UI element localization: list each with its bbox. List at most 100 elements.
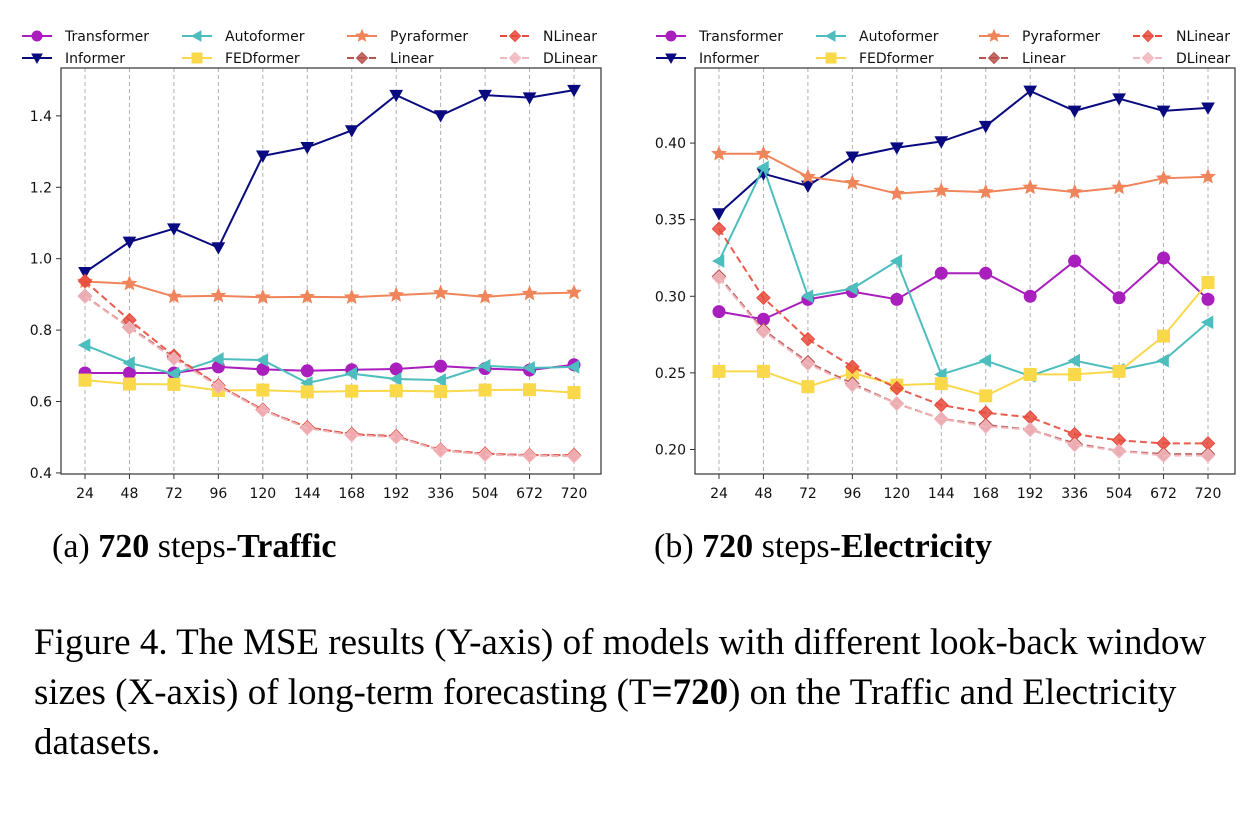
series-line-nlinear [718,228,1208,445]
data-point-informer [389,89,404,103]
data-point-pyraformer [888,185,905,201]
data-point-transformer [1157,251,1171,265]
legend-item-dlinear: DLinear [500,51,598,67]
data-point-pyraformer [1022,179,1039,195]
legend-marker [665,53,677,65]
data-point-autoformer [211,352,224,366]
data-point-transformer [1068,254,1082,268]
data-point-pyraformer [977,183,994,199]
legend-label: Informer [699,51,759,67]
data-point-informer [889,142,904,155]
data-point-nlinear [845,359,860,375]
x-tick-label: 168 [972,486,999,502]
data-point-pyraformer [343,288,360,304]
legend-item-linear: Linear [979,51,1066,67]
x-tick-label: 144 [294,486,321,502]
data-point-dlinear [388,429,404,445]
data-point-pyraformer [121,275,138,291]
data-point-informer [801,180,815,193]
data-point-informer [478,89,492,103]
series-informer [712,85,1215,221]
legend-label: FEDformer [225,51,300,67]
x-tick-label: 96 [209,486,227,502]
legend-item-linear: Linear [347,51,434,67]
series-line-fedformer [84,379,575,394]
y-tick-label: 0.6 [30,395,52,411]
series-autoformer [77,338,580,390]
series-fedformer [712,275,1215,403]
data-point-fedformer [979,389,993,403]
legend-marker [665,30,677,42]
data-point-informer [712,208,726,221]
data-point-nlinear [1156,436,1171,451]
data-point-transformer [979,266,993,280]
legend-marker [191,52,203,64]
data-point-nlinear [978,405,994,421]
legend-label: Pyraformer [390,29,468,45]
legend-item-fedformer: FEDformer [182,51,300,67]
data-point-autoformer [478,358,491,373]
data-point-fedformer [300,385,314,399]
x-tick-label: 96 [843,486,861,502]
data-point-fedformer [434,385,448,399]
data-point-autoformer [756,160,769,175]
series-line-fedformer [719,281,1209,397]
data-point-pyraformer [1155,170,1172,186]
data-point-dlinear [1022,422,1038,437]
legend-item-transformer: Transformer [22,29,149,45]
data-point-pyraformer [1066,183,1083,199]
legend-marker [355,28,369,42]
legend-marker [508,29,522,43]
data-point-informer [300,141,315,155]
data-point-nlinear [933,397,949,413]
legend-item-dlinear: DLinear [1133,51,1231,67]
legend-marker [508,51,522,65]
x-tick-label: 672 [1150,486,1177,502]
legend-marker [825,52,837,64]
data-point-dlinear [933,411,949,427]
subcaption-b-dataset: Electricity [840,528,993,565]
data-point-autoformer [845,281,858,296]
series-informer [78,84,581,280]
data-point-pyraformer [299,288,316,304]
data-point-transformer [890,292,904,306]
data-point-pyraformer [166,288,182,304]
data-point-informer [78,266,92,280]
data-point-informer [433,110,448,123]
data-point-informer [567,84,581,98]
data-point-transformer [1201,292,1215,306]
series-nlinear [711,221,1216,451]
data-point-dlinear [211,379,226,394]
legend-marker [824,30,836,42]
legend-item-autoformer: Autoformer [816,29,939,45]
x-tick-label: 48 [121,486,139,502]
data-point-transformer [1112,291,1126,305]
data-point-informer [1112,93,1126,106]
data-point-autoformer [889,254,903,268]
series-line-informer [718,89,1209,215]
data-point-informer [1067,105,1082,118]
legend-marker [190,30,202,42]
data-point-nlinear [756,290,771,306]
subcaption-b-prefix: (b) [654,528,703,565]
data-point-pyraformer [1200,168,1216,184]
plot-frame [60,67,602,475]
data-point-transformer [434,359,448,373]
data-point-informer [344,125,359,138]
legend-label: Autoformer [859,29,939,45]
series-line-autoformer [84,344,575,384]
series-line-pyraformer [84,280,575,299]
data-point-informer [1201,102,1215,115]
data-point-dlinear [344,427,360,443]
data-point-dlinear [522,448,537,464]
subcaption-b-mid: steps- [753,528,841,565]
series-transformer [712,251,1215,326]
data-point-dlinear [1200,448,1216,463]
series-line-nlinear [84,280,574,457]
data-point-dlinear [756,324,771,339]
legend-item-transformer: Transformer [656,29,783,45]
data-point-pyraformer [210,287,227,303]
data-point-informer [522,92,537,105]
x-tick-label: 24 [710,486,728,502]
legend-item-fedformer: FEDformer [816,51,934,67]
